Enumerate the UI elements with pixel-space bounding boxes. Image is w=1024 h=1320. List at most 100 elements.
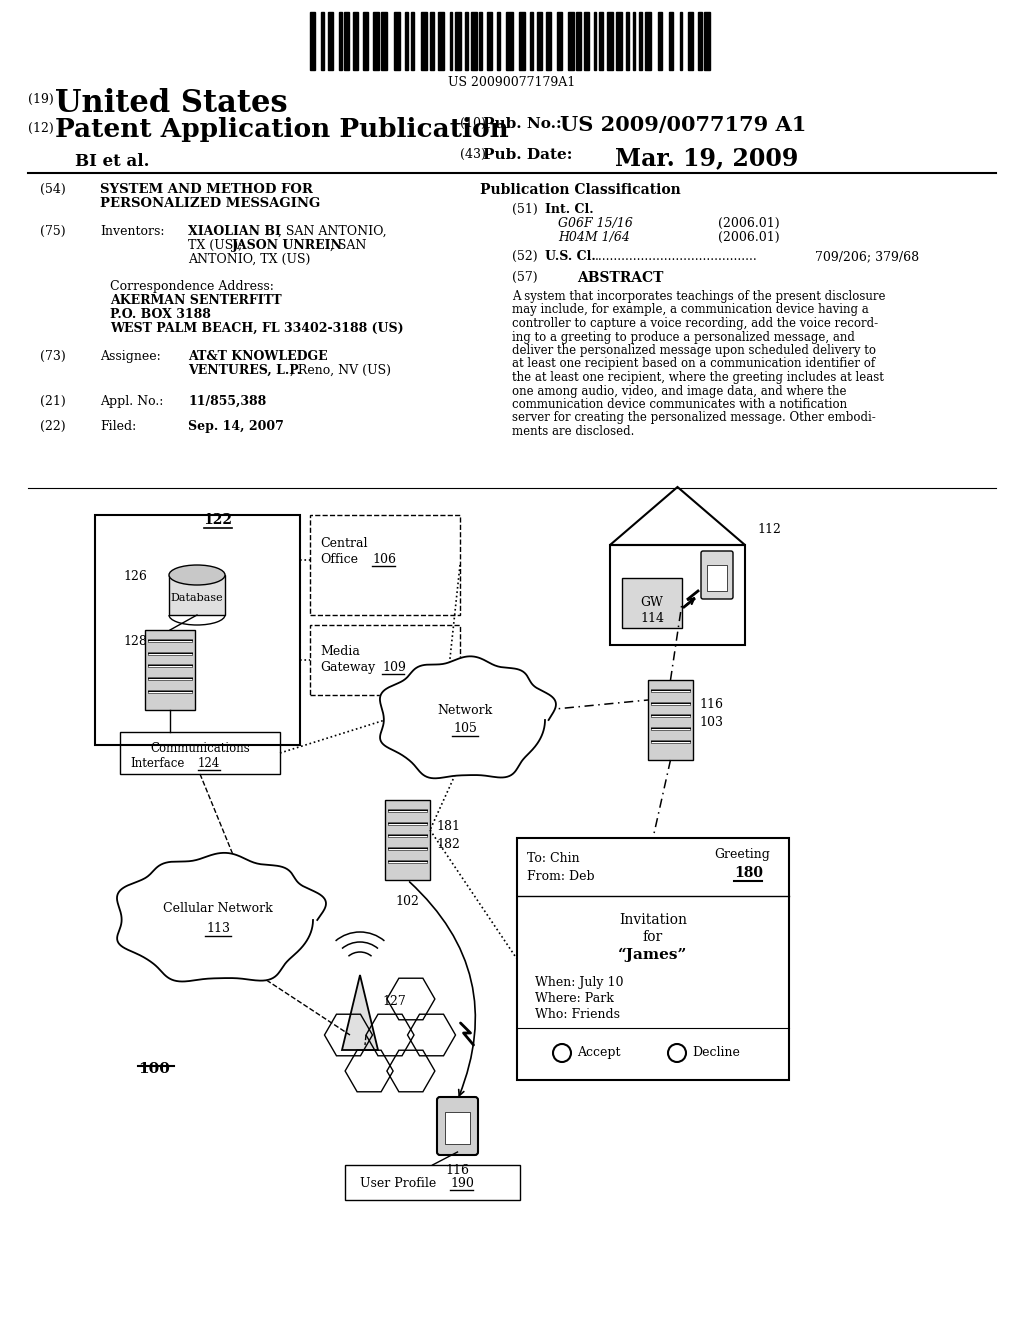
Text: for: for — [643, 931, 664, 944]
Text: SYSTEM AND METHOD FOR: SYSTEM AND METHOD FOR — [100, 183, 313, 195]
Text: 113: 113 — [206, 921, 230, 935]
Text: To: Chin: To: Chin — [527, 851, 580, 865]
Text: Filed:: Filed: — [100, 420, 136, 433]
Text: 126: 126 — [123, 570, 146, 583]
Text: AT&T KNOWLEDGE: AT&T KNOWLEDGE — [188, 350, 328, 363]
Text: (51): (51) — [512, 203, 538, 216]
Text: Decline: Decline — [692, 1045, 740, 1059]
Bar — [388, 859, 427, 863]
Bar — [404, 12, 409, 70]
Bar — [388, 822, 427, 825]
Text: When: July 10: When: July 10 — [535, 975, 624, 989]
Bar — [148, 639, 193, 642]
Polygon shape — [342, 975, 378, 1049]
Bar — [507, 12, 513, 70]
Text: P.O. BOX 3188: P.O. BOX 3188 — [110, 308, 211, 321]
Text: Media: Media — [319, 645, 359, 657]
Text: 124: 124 — [198, 756, 220, 770]
Bar — [479, 12, 482, 70]
Text: (21): (21) — [40, 395, 66, 408]
Text: US 20090077179A1: US 20090077179A1 — [449, 77, 575, 88]
Bar — [669, 12, 674, 70]
Text: User Profile: User Profile — [360, 1177, 436, 1191]
Text: 116: 116 — [699, 698, 723, 711]
Bar — [465, 12, 468, 70]
Text: 181: 181 — [436, 820, 460, 833]
Bar — [310, 12, 315, 70]
Bar — [310, 624, 460, 696]
Text: PERSONALIZED MESSAGING: PERSONALIZED MESSAGING — [100, 197, 321, 210]
Bar — [471, 12, 477, 70]
Text: 709/206; 379/68: 709/206; 379/68 — [815, 249, 920, 263]
Bar — [615, 12, 622, 70]
Text: 127: 127 — [382, 995, 406, 1008]
Bar — [148, 652, 193, 655]
Text: Central: Central — [319, 537, 368, 550]
Text: Greeting: Greeting — [714, 847, 770, 861]
Text: controller to capture a voice recording, add the voice record-: controller to capture a voice recording,… — [512, 317, 879, 330]
Text: (73): (73) — [40, 350, 66, 363]
Bar — [411, 12, 415, 70]
Polygon shape — [117, 853, 326, 982]
Bar — [393, 12, 399, 70]
Bar — [610, 545, 745, 645]
Bar — [651, 714, 690, 718]
Bar — [437, 12, 443, 70]
Text: Appl. No.:: Appl. No.: — [100, 395, 164, 408]
Bar — [633, 12, 636, 70]
Text: Database: Database — [171, 593, 223, 603]
Text: Correspondence Address:: Correspondence Address: — [110, 280, 273, 293]
Text: Int. Cl.: Int. Cl. — [545, 203, 594, 216]
FancyBboxPatch shape — [145, 630, 195, 710]
Text: WEST PALM BEACH, FL 33402-3188 (US): WEST PALM BEACH, FL 33402-3188 (US) — [110, 322, 403, 335]
Bar — [148, 677, 193, 680]
Text: (52): (52) — [512, 249, 538, 263]
Text: 128: 128 — [123, 635, 146, 648]
Text: Sep. 14, 2007: Sep. 14, 2007 — [188, 420, 284, 433]
Bar — [388, 809, 427, 812]
Bar — [519, 12, 525, 70]
Text: ing to a greeting to produce a personalized message, and: ing to a greeting to produce a personali… — [512, 330, 855, 343]
FancyBboxPatch shape — [437, 1097, 478, 1155]
Bar — [546, 12, 551, 70]
Bar — [599, 12, 603, 70]
Text: 122: 122 — [203, 513, 232, 527]
Bar — [657, 12, 663, 70]
Text: (22): (22) — [40, 420, 66, 433]
Text: server for creating the personalized message. Other embodi-: server for creating the personalized mes… — [512, 412, 876, 425]
Text: (54): (54) — [40, 183, 66, 195]
Text: one among audio, video, and image data, and where the: one among audio, video, and image data, … — [512, 384, 847, 397]
Bar — [362, 12, 368, 70]
Bar — [486, 12, 492, 70]
Bar — [705, 12, 711, 70]
Text: A system that incorporates teachings of the present disclosure: A system that incorporates teachings of … — [512, 290, 886, 304]
Ellipse shape — [169, 565, 225, 585]
Text: 190: 190 — [450, 1177, 474, 1191]
Text: 109: 109 — [382, 661, 406, 675]
Bar — [450, 12, 453, 70]
Text: (2006.01): (2006.01) — [718, 231, 779, 244]
Bar — [698, 12, 701, 70]
Text: Accept: Accept — [577, 1045, 621, 1059]
Bar — [388, 834, 427, 837]
Text: Patent Application Publication: Patent Application Publication — [55, 117, 509, 143]
Bar — [639, 12, 642, 70]
Text: H04M 1/64: H04M 1/64 — [558, 231, 630, 244]
Text: ABSTRACT: ABSTRACT — [577, 271, 664, 285]
Text: Office: Office — [319, 553, 358, 566]
Text: Publication Classification: Publication Classification — [479, 183, 680, 197]
Text: Invitation: Invitation — [618, 913, 687, 927]
Bar — [340, 12, 342, 70]
Bar — [353, 12, 358, 70]
Text: Who: Friends: Who: Friends — [535, 1008, 620, 1020]
Text: Communications: Communications — [151, 742, 250, 755]
Text: Mar. 19, 2009: Mar. 19, 2009 — [615, 147, 799, 170]
Bar — [169, 576, 225, 615]
Text: Assignee:: Assignee: — [100, 350, 161, 363]
Bar — [529, 12, 534, 70]
Bar — [626, 12, 630, 70]
Bar — [148, 664, 193, 668]
Text: AKERMAN SENTERFITT: AKERMAN SENTERFITT — [110, 294, 282, 308]
Text: From: Deb: From: Deb — [527, 870, 595, 883]
Text: communication device communicates with a notification: communication device communicates with a… — [512, 399, 847, 411]
